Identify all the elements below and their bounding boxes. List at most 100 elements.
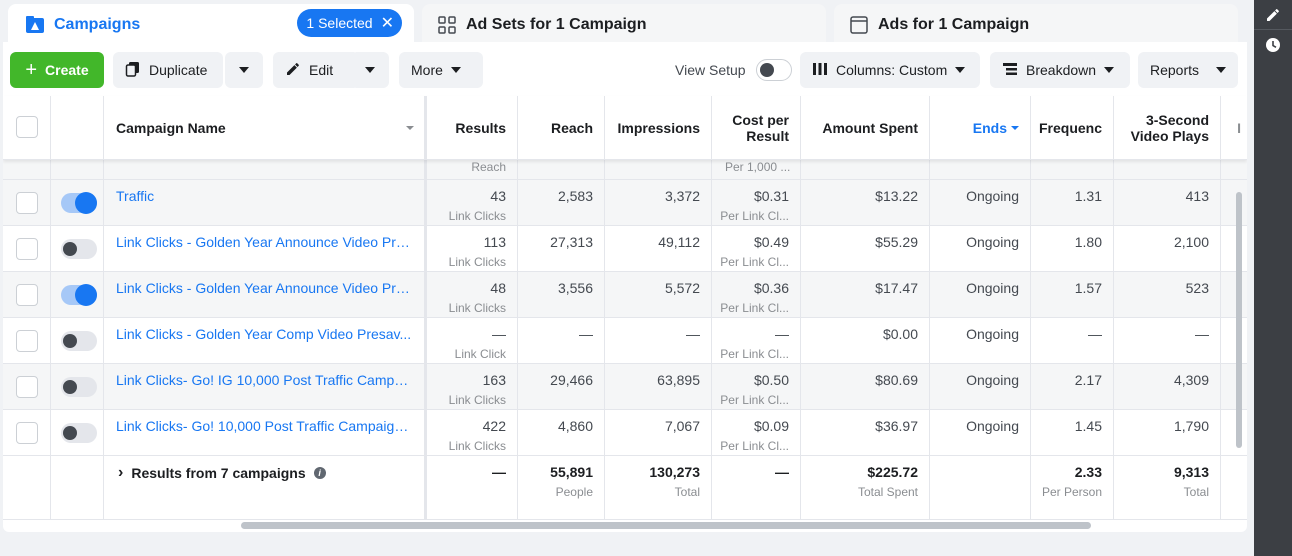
cell-results: Reach	[430, 160, 518, 179]
cell-name: Link Clicks - Golden Year Announce Video…	[104, 272, 427, 317]
results-sub: Link Clicks	[448, 209, 506, 223]
reach-value: 3,556	[557, 280, 593, 296]
edit-dropdown-button[interactable]	[351, 52, 389, 88]
selected-count-pill[interactable]: 1 Selected ✕	[297, 9, 402, 37]
duplicate-button[interactable]: Duplicate	[113, 52, 223, 88]
cell-more	[1221, 410, 1247, 455]
cell-name: Traffic	[104, 180, 427, 225]
column-header-more[interactable]: I	[1221, 96, 1247, 159]
campaign-name-link[interactable]: Link Clicks - Golden Year Comp Video Pre…	[116, 326, 412, 342]
cell-ends: Ongoing	[930, 318, 1031, 363]
tab-ads[interactable]: Ads for 1 Campaign	[834, 4, 1238, 46]
row-checkbox[interactable]	[16, 192, 38, 214]
row-checkbox[interactable]	[16, 284, 38, 306]
ends-value: Ongoing	[966, 372, 1019, 388]
campaign-toggle[interactable]	[61, 192, 97, 214]
reports-button[interactable]: Reports	[1138, 52, 1238, 88]
create-button[interactable]: + Create	[10, 52, 104, 88]
campaign-name-link[interactable]: Link Clicks - Golden Year Announce Video…	[116, 234, 412, 250]
cell-more	[1221, 272, 1247, 317]
view-setup-toggle[interactable]: View Setup	[675, 52, 792, 88]
edit-button[interactable]: Edit	[273, 52, 359, 88]
cell-frequency: 1.31	[1031, 180, 1114, 225]
chevron-down-icon	[955, 67, 966, 73]
column-header-results[interactable]: Results	[430, 96, 518, 159]
totals-label[interactable]: › Results from 7 campaigns i	[118, 464, 326, 482]
column-header-frequency[interactable]: Frequenc	[1031, 96, 1114, 159]
table-row[interactable]: Link Clicks- Go! 10,000 Post Traffic Cam…	[3, 410, 1247, 456]
cell-results: — Link Click	[430, 318, 518, 363]
info-icon[interactable]: i	[313, 467, 326, 479]
cpr-sub: Per 1,000 ...	[725, 160, 791, 174]
cell-impressions: 63,895	[605, 364, 712, 409]
campaign-name-link[interactable]: Link Clicks- Go! IG 10,000 Post Traffic …	[116, 372, 412, 388]
cell-frequency: 1.45	[1031, 410, 1114, 455]
tab-campaigns[interactable]: Campaigns 1 Selected ✕	[8, 4, 414, 46]
chevron-down-icon	[450, 67, 461, 73]
more-button[interactable]: More	[399, 52, 483, 88]
campaign-name-link[interactable]: Traffic	[116, 188, 155, 204]
cell-impressions: 130,273 Total	[605, 456, 712, 519]
view-setup-switch[interactable]	[755, 59, 792, 81]
table-row[interactable]: Link Clicks - Golden Year Comp Video Pre…	[3, 318, 1247, 364]
row-checkbox[interactable]	[16, 238, 38, 260]
totals-row: › Results from 7 campaigns i — 55,891 Peo…	[3, 456, 1247, 520]
chevron-right-icon[interactable]: ›	[118, 464, 124, 481]
table-row[interactable]: Link Clicks - Golden Year Announce Video…	[3, 272, 1247, 318]
campaign-toggle[interactable]	[61, 423, 97, 443]
cell-cpr: $0.49 Per Link Cl...	[712, 226, 801, 271]
amount-value: $36.97	[875, 418, 918, 434]
video-plays-value: 413	[1185, 188, 1209, 204]
column-header-cost-per-result-label: Cost per Result	[732, 112, 789, 144]
vertical-scrollbar[interactable]	[1236, 192, 1242, 448]
totals-reach-sub: People	[555, 485, 593, 499]
clock-icon[interactable]	[1254, 30, 1292, 60]
cell-impressions: 3,372	[605, 180, 712, 225]
column-header-video-plays[interactable]: 3-Second Video Plays	[1114, 96, 1221, 159]
impressions-value: 7,067	[664, 418, 700, 434]
column-header-impressions[interactable]: Impressions	[605, 96, 712, 159]
sort-icon[interactable]	[406, 125, 414, 130]
campaign-name-link[interactable]: Link Clicks - Golden Year Announce Video…	[116, 280, 412, 296]
cell-check	[3, 226, 51, 271]
table-row[interactable]: Link Clicks- Go! IG 10,000 Post Traffic …	[3, 364, 1247, 410]
table-row[interactable]: Traffic 43 Link Clicks 2,583 3,372 $0.31 Per L…	[3, 180, 1247, 226]
pencil-icon[interactable]	[1254, 0, 1292, 30]
cell-impressions: 7,067	[605, 410, 712, 455]
ends-value: Ongoing	[966, 326, 1019, 342]
cell-cpr: $0.36 Per Link Cl...	[712, 272, 801, 317]
breakdown-icon	[1002, 61, 1018, 80]
cpr-sub: Per Link Cl...	[720, 347, 789, 361]
cell-check	[3, 364, 51, 409]
horizontal-scrollbar[interactable]	[241, 522, 1091, 529]
totals-amount-sub: Total Spent	[857, 485, 918, 499]
cell-frequency: 2.17	[1031, 364, 1114, 409]
row-checkbox[interactable]	[16, 422, 38, 444]
breakdown-button[interactable]: Breakdown	[990, 52, 1130, 88]
campaign-name-link[interactable]: Link Clicks- Go! 10,000 Post Traffic Cam…	[116, 418, 412, 434]
campaign-toggle[interactable]	[61, 331, 97, 351]
column-header-name[interactable]: Campaign Name	[104, 96, 427, 159]
cell-frequency: —	[1031, 318, 1114, 363]
campaign-toggle[interactable]	[61, 284, 97, 306]
table-row[interactable]: Link Clicks - Golden Year Announce Video…	[3, 226, 1247, 272]
cell-results: 43 Link Clicks	[430, 180, 518, 225]
cell-ends: Ongoing	[930, 272, 1031, 317]
duplicate-dropdown-button[interactable]	[225, 52, 263, 88]
cell-reach: 3,556	[518, 272, 605, 317]
row-checkbox[interactable]	[16, 330, 38, 352]
campaign-toggle[interactable]	[61, 239, 97, 259]
row-checkbox[interactable]	[16, 376, 38, 398]
tab-ad-sets[interactable]: Ad Sets for 1 Campaign	[422, 4, 826, 46]
column-header-amount-spent[interactable]: Amount Spent	[801, 96, 930, 159]
column-header-cost-per-result[interactable]: Cost per Result	[712, 96, 801, 159]
close-icon[interactable]: ✕	[380, 15, 394, 32]
columns-button[interactable]: Columns: Custom	[800, 52, 980, 88]
column-header-ends[interactable]: Ends	[930, 96, 1031, 159]
select-all-checkbox[interactable]	[16, 116, 38, 138]
campaign-toggle[interactable]	[61, 377, 97, 397]
cell-amount: $36.97	[801, 410, 930, 455]
cell-results: 48 Link Clicks	[430, 272, 518, 317]
column-header-reach[interactable]: Reach	[518, 96, 605, 159]
table-header: Campaign Name Results Reach Impressions …	[3, 96, 1247, 160]
